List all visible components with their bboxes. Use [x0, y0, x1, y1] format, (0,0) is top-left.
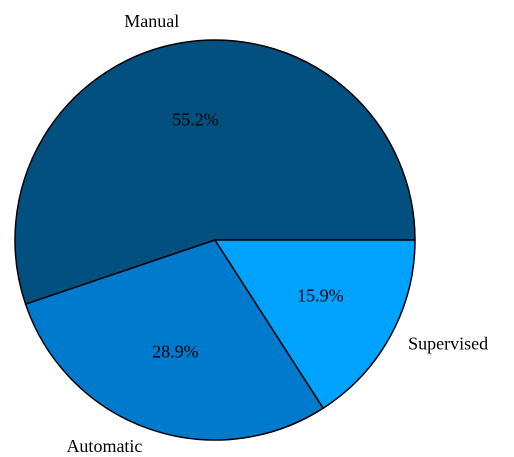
slice-label: Manual	[124, 11, 179, 31]
percent-label: 28.9%	[152, 341, 199, 361]
pie-slice	[24, 239, 324, 441]
pie-slice	[14, 39, 416, 305]
slice-label: Automatic	[66, 436, 142, 456]
percent-label: 15.9%	[297, 286, 344, 306]
percent-label: 55.2%	[172, 110, 219, 130]
pie-slice	[214, 239, 416, 409]
slice-label: Supervised	[408, 334, 488, 354]
